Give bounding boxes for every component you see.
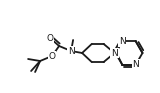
Text: N: N: [132, 60, 139, 69]
Text: N: N: [111, 49, 118, 57]
Text: N: N: [119, 37, 126, 46]
Text: O: O: [47, 33, 54, 43]
Text: O: O: [49, 52, 56, 61]
Text: N: N: [68, 46, 74, 56]
